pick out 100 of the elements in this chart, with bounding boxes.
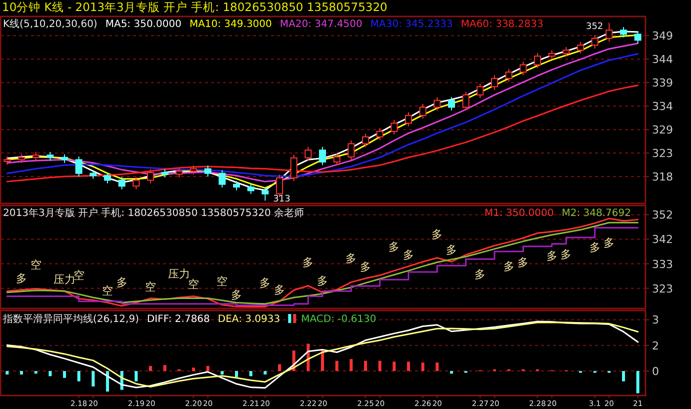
annotation: 压力 (168, 268, 190, 281)
annotation: 空 (102, 284, 113, 298)
candlestick (247, 183, 254, 194)
bar (264, 371, 267, 374)
annotation: 多 (560, 248, 572, 261)
annotation: 多 (302, 256, 314, 269)
bar (364, 360, 367, 372)
annotation: 多 (446, 244, 457, 257)
bar (192, 368, 195, 372)
y-tick-label: 334 (652, 100, 673, 114)
y-tick-label: 344 (652, 53, 673, 66)
candlestick (75, 156, 82, 178)
bar (48, 371, 52, 376)
text: MA10: 349.3000 (189, 19, 272, 30)
chart-title: 指数平滑异同平均线(26,12,9) (2, 313, 140, 325)
line-series (6, 84, 639, 182)
candlestick (448, 96, 455, 111)
text: MA30: 345.2333 (370, 19, 453, 30)
candlestick (118, 176, 126, 190)
annotation: 多 (589, 241, 600, 254)
candlestick (176, 167, 183, 178)
y-tick-label: 342 (652, 233, 673, 246)
bar (20, 371, 23, 374)
series-label: M1: 350.0000 (484, 208, 554, 219)
text: MA5: 350.0000 (105, 19, 182, 30)
candlestick (548, 50, 556, 60)
annotation: 352 (586, 22, 604, 32)
candlestick (348, 140, 355, 161)
bar (206, 366, 210, 372)
bar (436, 362, 439, 372)
bar (134, 371, 138, 382)
y-tick-label: 323 (652, 282, 673, 296)
candlestick (505, 68, 512, 82)
candlestick (577, 42, 584, 54)
candlestick (218, 170, 226, 188)
annotation: 多 (503, 260, 514, 274)
candlestick (104, 172, 111, 184)
bar (636, 371, 640, 394)
annotation: 多 (260, 276, 271, 290)
candlestick (390, 119, 398, 136)
bar (149, 366, 152, 372)
text: DEA: 3.0933 (218, 314, 280, 325)
annotation: 空 (30, 258, 42, 272)
bar (321, 350, 324, 372)
annotation: 多 (317, 274, 328, 288)
bar (6, 371, 9, 374)
candlestick (520, 61, 527, 76)
annotation: 多 (432, 228, 443, 241)
bar (163, 365, 166, 372)
candlestick (304, 146, 312, 162)
legend-label: MACD: -0.6130 (301, 314, 376, 325)
y-tick-label: 339 (652, 76, 673, 90)
candlestick (262, 186, 269, 202)
candlestick (333, 153, 340, 166)
y-tick-label: 329 (652, 124, 673, 137)
annotation: 空 (188, 278, 199, 292)
candlestick (634, 30, 642, 44)
text: MA20: 347.4500 (280, 19, 362, 30)
annotation: 空 (73, 268, 84, 282)
bar (106, 371, 109, 392)
candlestick (362, 133, 369, 148)
annotation: 多 (604, 236, 615, 250)
candlestick (132, 176, 140, 190)
bar (378, 360, 382, 372)
bar (278, 364, 281, 372)
annotation: 多 (546, 250, 558, 263)
annotation: 313 (273, 194, 290, 205)
bar (392, 362, 396, 372)
candlestick (591, 34, 598, 49)
candlestick (147, 168, 154, 184)
annotation: 多 (518, 256, 529, 269)
text: MA60: 338.2833 (460, 19, 544, 30)
annotation: 多 (403, 248, 414, 262)
y-tick-label: 352 (652, 208, 673, 222)
bar (350, 359, 353, 372)
bar (407, 362, 410, 372)
chart-title: 10分钟 K线 - 2013年3月专版 开户 手机: 18026530850 13580575320 (2, 0, 388, 14)
bar (235, 371, 238, 378)
candlestick (204, 165, 212, 178)
candlestick (405, 112, 412, 127)
y-tick-label: 318 (652, 170, 673, 184)
chart-title: 2013年3月专版 开户 手机: 18026530850 13580575320 余老师 (3, 207, 304, 219)
annotation: 多 (474, 268, 486, 282)
bar (77, 371, 80, 382)
annotation: 空 (145, 280, 156, 294)
candlestick (620, 26, 627, 38)
annotation: 多 (388, 240, 400, 254)
bar (335, 360, 338, 372)
annotation: 空 (216, 274, 228, 288)
bar (220, 371, 224, 374)
bar (34, 371, 38, 374)
annotation: 多 (274, 283, 285, 296)
candlestick (491, 74, 498, 90)
annotation: 多 (231, 288, 242, 302)
annotation: 压力 (54, 273, 76, 286)
candlestick (434, 96, 441, 111)
bar (421, 362, 424, 372)
y-tick-label: 323 (652, 147, 673, 160)
y-tick-label: 333 (652, 258, 673, 271)
y-tick-label: 349 (652, 30, 673, 43)
